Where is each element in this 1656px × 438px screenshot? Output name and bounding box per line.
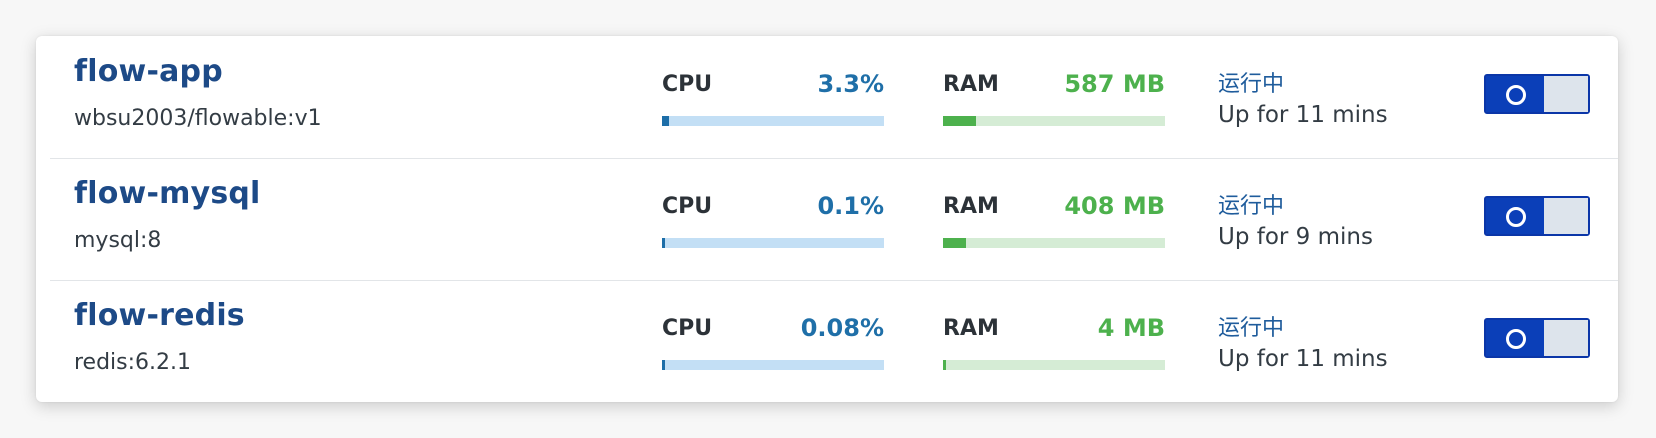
uptime-text: Up for 9 mins: [1218, 224, 1373, 250]
cpu-usage-fill: [662, 360, 665, 370]
toggle-off-segment: [1544, 320, 1588, 356]
cpu-usage-bar: [662, 116, 884, 126]
cpu-label: CPU: [662, 194, 713, 219]
toggle-off-segment: [1544, 76, 1588, 112]
toggle-on-segment: [1486, 76, 1546, 112]
ram-value: 408 MB: [1064, 192, 1165, 220]
cpu-label: CPU: [662, 316, 713, 341]
ram-label: RAM: [943, 194, 999, 219]
container-image: wbsu2003/flowable:v1: [74, 106, 322, 131]
ram-usage-bar: [943, 238, 1165, 248]
cpu-value: 0.1%: [817, 192, 884, 220]
container-row[interactable]: flow-redis redis:6.2.1 CPU 0.08% RAM 4 M…: [50, 280, 1618, 402]
ram-usage-fill: [943, 116, 977, 126]
run-toggle[interactable]: [1484, 196, 1590, 236]
toggle-knob-icon: [1506, 207, 1526, 227]
ram-usage-fill: [943, 238, 967, 248]
cpu-usage-bar: [662, 238, 884, 248]
row-divider: [50, 280, 1618, 281]
ram-label: RAM: [943, 72, 999, 97]
cpu-usage-fill: [662, 116, 670, 126]
cpu-usage-fill: [662, 238, 665, 248]
toggle-knob-icon: [1506, 329, 1526, 349]
container-name[interactable]: flow-mysql: [74, 176, 261, 211]
toggle-on-segment: [1486, 320, 1546, 356]
ram-usage-bar: [943, 360, 1165, 370]
status-text: 运行中: [1218, 316, 1285, 341]
ram-usage-bar: [943, 116, 1165, 126]
cpu-value: 0.08%: [800, 314, 884, 342]
status-text: 运行中: [1218, 194, 1285, 219]
status-text: 运行中: [1218, 72, 1285, 97]
uptime-text: Up for 11 mins: [1218, 346, 1388, 372]
container-list-card: flow-app wbsu2003/flowable:v1 CPU 3.3% R…: [36, 36, 1618, 402]
container-name[interactable]: flow-redis: [74, 298, 245, 333]
cpu-value: 3.3%: [817, 70, 884, 98]
uptime-text: Up for 11 mins: [1218, 102, 1388, 128]
container-name[interactable]: flow-app: [74, 54, 223, 89]
cpu-label: CPU: [662, 72, 713, 97]
row-divider: [50, 158, 1618, 159]
ram-label: RAM: [943, 316, 999, 341]
container-image: redis:6.2.1: [74, 350, 192, 375]
cpu-usage-bar: [662, 360, 884, 370]
ram-value: 587 MB: [1064, 70, 1165, 98]
toggle-on-segment: [1486, 198, 1546, 234]
run-toggle[interactable]: [1484, 74, 1590, 114]
container-image: mysql:8: [74, 228, 162, 253]
container-row[interactable]: flow-mysql mysql:8 CPU 0.1% RAM 408 MB 运…: [50, 158, 1618, 280]
toggle-off-segment: [1544, 198, 1588, 234]
ram-usage-fill: [943, 360, 946, 370]
run-toggle[interactable]: [1484, 318, 1590, 358]
ram-value: 4 MB: [1097, 314, 1165, 342]
toggle-knob-icon: [1506, 85, 1526, 105]
container-row[interactable]: flow-app wbsu2003/flowable:v1 CPU 3.3% R…: [50, 36, 1618, 158]
